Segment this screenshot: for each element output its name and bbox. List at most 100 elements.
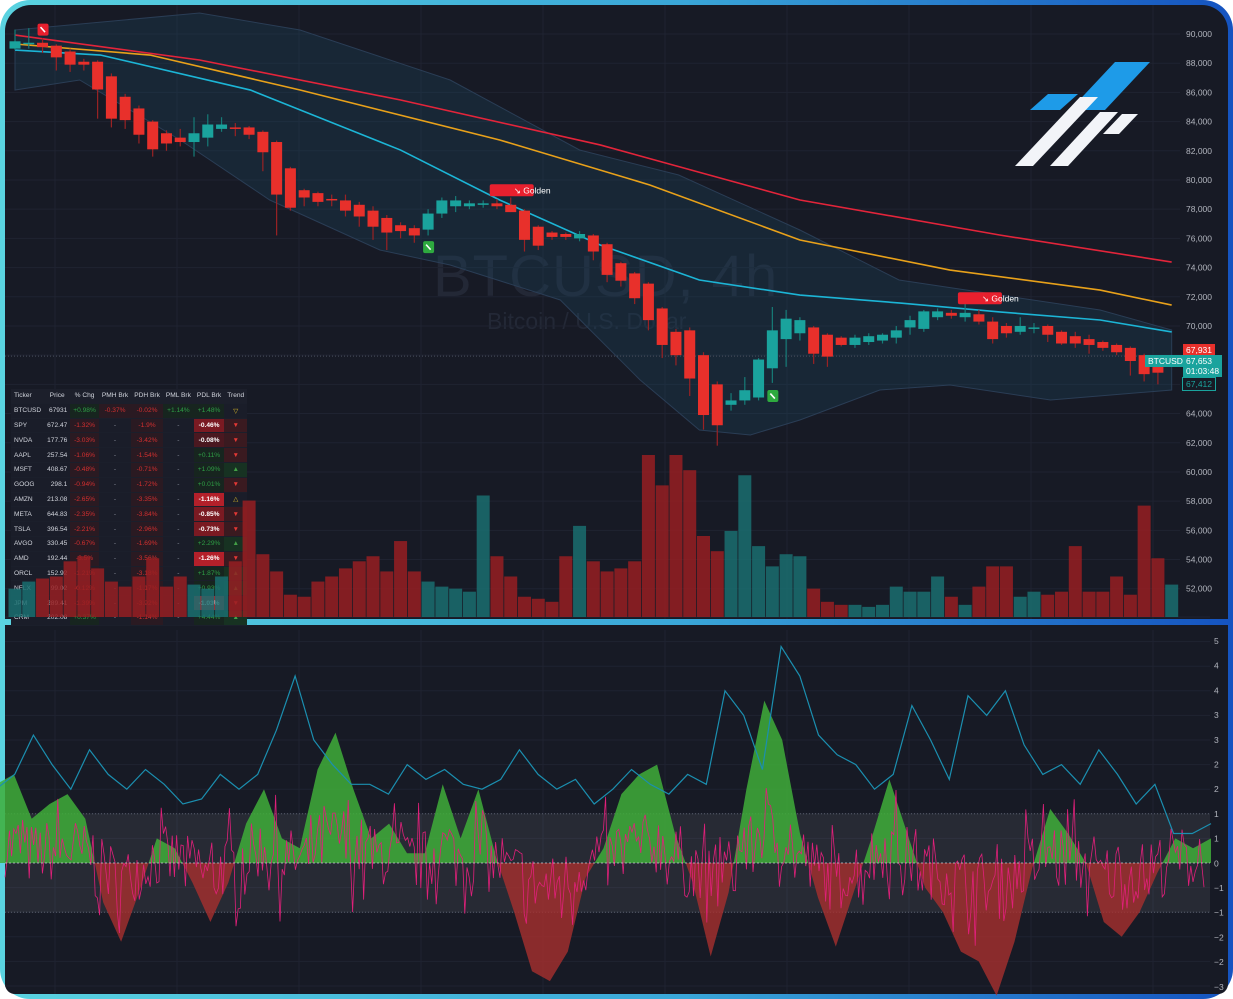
pdl-break-cell: +2.29% [193,536,225,552]
change-cell: -2.35% [70,506,99,523]
column-header[interactable]: Trend [224,389,248,404]
candle-body [1083,339,1095,345]
screener-row[interactable]: AMZN 213.08 -2.65% - -3.35% - -1.16% △ [11,492,248,508]
column-header[interactable]: PML Brk [162,389,194,404]
ticker-cell: JPM [11,595,45,611]
candle-body [505,204,517,213]
candle-body [312,193,324,202]
price-axis-label: 56,000 [1186,525,1212,535]
pmh-break-cell: - [98,536,132,552]
price-cell: 213.08 [44,492,71,508]
pmh-break-cell: - [98,595,132,611]
price-axis-label: 90,000 [1186,29,1212,39]
column-header[interactable]: Ticker [11,389,45,404]
screener-row[interactable]: JPM 289.41 -1.39% - -3.92% - -1.03% ▼ [11,595,248,611]
price-cell: 67931 [44,403,71,419]
moving-average-line [14,49,1172,333]
trend-down-outline-icon: ▽ [224,403,248,419]
trend-up-icon: ▲ [224,580,248,597]
screener-row[interactable]: MSFT 408.67 -0.48% - -0.71% - +1.09% ▲ [11,462,248,478]
screener-row[interactable]: AMD 192.44 -3.5% - -3.56% - -1.26% ▼ [11,551,248,567]
candle-body [37,42,49,48]
pml-break-cell: - [162,551,194,567]
bar-countdown: 01:03:48 [1186,366,1220,376]
candle-body [257,131,269,153]
candle-body [918,311,930,329]
pdl-break-cell: +4.44% [193,610,225,626]
screener-row[interactable]: GOOG 298.1 -0.94% - -1.72% - +0.01% ▼ [11,477,248,493]
candle-body [863,336,875,343]
screener-row[interactable]: BTCUSD 67931 +0.98% -0.37% -0.02% +1.14% +1.48… [11,403,248,419]
oscillator-axis-label: −3 [1214,982,1224,992]
pdh-break-cell: -1.72% [131,477,163,493]
pencil-icon [39,26,46,33]
screener-row[interactable]: AVGO 330.45 -0.67% - -1.69% - +2.29% ▲ [11,536,248,552]
candle-body [601,244,613,275]
screener-row[interactable]: SPY 672.47 -1.32% - -1.9% - -0.46% ▼ [11,418,248,434]
candle-body [92,61,104,90]
candle-body [629,273,641,299]
oscillator-line [0,644,1212,835]
screener-row[interactable]: META 644.83 -2.35% - -3.84% - -0.85% ▼ [11,506,248,523]
pencil-icon [425,244,432,251]
candle-body [973,314,985,322]
candle-body [50,45,62,58]
change-cell: -1.32% [70,418,99,434]
screener-row[interactable]: CRM 202.08 +0.37% - -1.14% - +4.44% ▲ [11,610,248,626]
candle-body [574,234,586,239]
bollinger-band [14,12,1173,436]
trend-down-icon: ▼ [224,432,248,449]
candle-body [753,359,765,398]
golden-marker [957,292,1002,305]
candle-body [670,331,682,356]
price-axis-label: 58,000 [1186,496,1212,506]
candle-body [959,312,971,318]
candle-body [821,334,833,357]
candle-body [105,76,117,119]
price-cell: 396.54 [44,521,71,537]
column-header[interactable]: PMH Brk [98,389,132,404]
current-price-label: 67,653 01:03:48 [1183,355,1223,377]
candle-body [1152,363,1164,373]
pdl-break-cell: -0.08% [193,432,225,449]
candle-body [422,213,434,230]
change-cell: -1.06% [70,447,99,463]
candle-body [133,108,145,135]
screener-row[interactable]: TSLA 396.54 -2.21% - -2.96% - -0.73% ▼ [11,521,248,537]
price-axis-label: 76,000 [1186,233,1212,243]
last-price-label: 67,931 [1183,344,1215,356]
candle-body [987,321,999,340]
screener-row[interactable]: ORCL 152.92 -1.21% - -3.18% - +1.87% ▲ [11,566,248,582]
candle-body [229,127,241,129]
oscillator-axis-label: 3 [1214,735,1219,745]
candle-body [849,337,861,345]
price-axis-label: 86,000 [1186,87,1212,97]
pdl-break-cell: +1.09% [193,462,225,478]
candle-body [904,320,916,328]
column-header[interactable]: Price [44,389,71,404]
column-header[interactable]: % Chg [70,389,99,404]
oscillator-axis-label: 0 [1214,858,1219,868]
moving-average-line [14,43,1172,306]
screener-row[interactable]: NVDA 177.76 -3.03% - -3.42% - -0.08% ▼ [11,432,248,449]
price-cell: 257.54 [44,447,71,463]
candle-body [1042,325,1054,335]
trend-up-icon: ▲ [224,536,248,552]
ticker-cell: CRM [11,610,45,626]
trend-down-icon: ▼ [224,506,248,523]
oscillator-axis-label: −2 [1214,932,1224,942]
screener-row[interactable]: NFLX 99.02 -0.12% - -1.17% - +0.93% ▲ [11,580,248,597]
pmh-break-cell: - [98,418,132,434]
pmh-break-cell: - [98,462,132,478]
candle-body [1028,327,1040,329]
screener-row[interactable]: AAPL 257.54 -1.06% - -1.54% - +0.11% ▼ [11,447,248,463]
candle-body [780,318,792,340]
column-header[interactable]: PDL Brk [193,389,225,404]
column-header[interactable]: PDH Brk [131,389,163,404]
trend-down-icon: ▼ [224,418,248,434]
candle-body [725,400,737,405]
pdh-break-cell: -3.56% [131,551,163,567]
low-price-label: 67,412 [1182,377,1216,391]
candle-body [711,384,723,426]
